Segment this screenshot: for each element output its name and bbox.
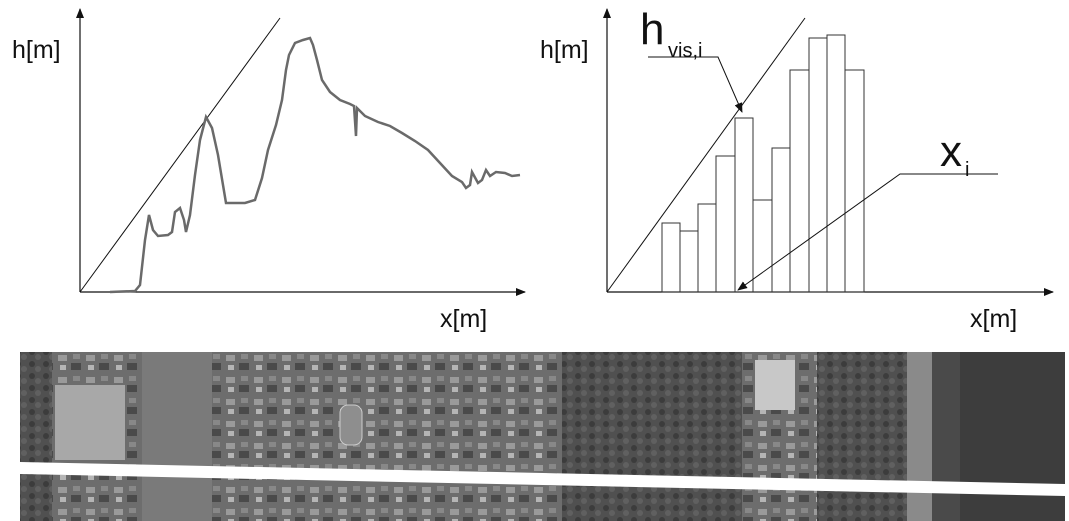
x-annotation-subscript: i xyxy=(965,159,969,181)
y-axis-label: h[m] xyxy=(540,36,589,64)
h-annotation-subscript: vis,i xyxy=(668,40,702,62)
profile-bars xyxy=(662,35,864,292)
left-panel: h[m] x[m] xyxy=(12,9,525,333)
sight-line xyxy=(80,18,280,292)
terrain-profile xyxy=(110,38,520,292)
aerial-photo xyxy=(20,352,1065,521)
x-axis-label: x[m] xyxy=(970,305,1017,333)
figure: h[m] x[m] h[m] x[m] h vis,i x i xyxy=(0,0,1069,521)
h-pointer xyxy=(648,57,742,112)
right-panel: h[m] x[m] h vis,i x i xyxy=(540,5,1053,333)
x-pointer xyxy=(738,174,998,290)
x-axis-label: x[m] xyxy=(440,305,487,333)
y-axis-label: h[m] xyxy=(12,36,61,64)
x-annotation: x xyxy=(940,127,962,176)
h-annotation: h xyxy=(640,5,664,54)
sight-line xyxy=(607,18,805,292)
